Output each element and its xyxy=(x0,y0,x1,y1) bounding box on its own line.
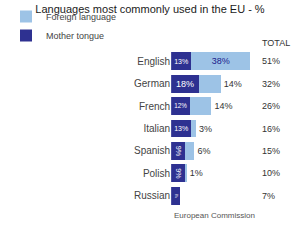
svg-text:18%: 18% xyxy=(176,79,194,89)
svg-text:14%: 14% xyxy=(224,79,242,89)
svg-text:15%: 15% xyxy=(262,146,280,156)
svg-text:12%: 12% xyxy=(174,102,187,109)
svg-text:Italian: Italian xyxy=(143,123,170,134)
svg-text:32%: 32% xyxy=(262,79,280,89)
svg-text:TOTAL: TOTAL xyxy=(262,38,290,48)
svg-text:Languages most commonly used i: Languages most commonly used in the EU -… xyxy=(35,3,265,15)
svg-text:14%: 14% xyxy=(214,101,232,111)
svg-text:26%: 26% xyxy=(262,101,280,111)
svg-text:Polish: Polish xyxy=(143,168,170,179)
svg-text:Foreign language: Foreign language xyxy=(46,12,116,22)
svg-text:10%: 10% xyxy=(262,168,280,178)
svg-text:38%: 38% xyxy=(212,56,230,66)
svg-text:9%: 9% xyxy=(174,168,182,179)
svg-text:Mother tongue: Mother tongue xyxy=(46,31,104,41)
svg-text:1%: 1% xyxy=(190,168,203,178)
svg-text:Russian: Russian xyxy=(134,190,170,201)
svg-text:51%: 51% xyxy=(262,56,280,66)
svg-text:English: English xyxy=(137,56,170,67)
svg-text:13%: 13% xyxy=(174,58,189,65)
svg-text:7%: 7% xyxy=(262,191,275,201)
svg-text:Spanish: Spanish xyxy=(134,145,170,156)
svg-text:16%: 16% xyxy=(262,124,280,134)
svg-text:German: German xyxy=(134,78,170,89)
svg-text:European Commission: European Commission xyxy=(174,211,255,220)
svg-text:9%: 9% xyxy=(174,146,182,157)
svg-text:French: French xyxy=(139,101,170,112)
svg-text:13%: 13% xyxy=(174,125,189,132)
svg-text:6%: 6% xyxy=(174,194,178,199)
svg-text:3%: 3% xyxy=(199,124,212,134)
svg-text:6%: 6% xyxy=(197,146,210,156)
